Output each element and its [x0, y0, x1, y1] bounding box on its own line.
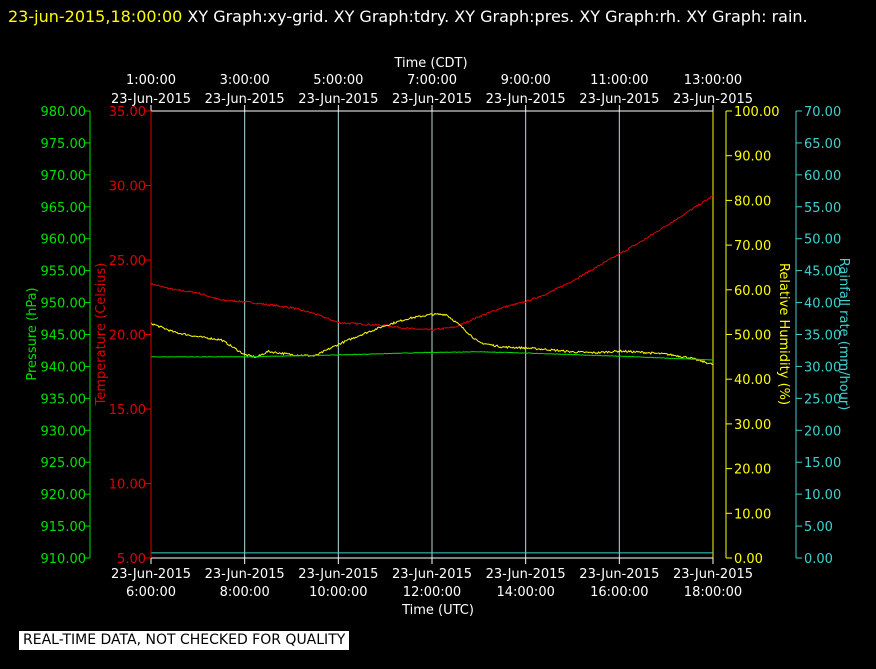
top-tick-time: 11:00:00: [590, 73, 648, 88]
rain-tick-label: 0.00: [804, 552, 833, 567]
bottom-tick-time: 6:00:00: [126, 585, 176, 600]
humidity-tick-label: 90.00: [734, 150, 771, 165]
rain-tick-label: 50.00: [804, 233, 841, 248]
top-tick-time: 7:00:00: [407, 73, 457, 88]
top-tick-date: 23-Jun-2015: [392, 92, 472, 107]
grid-lines: [244, 111, 620, 558]
top-tick-time: 3:00:00: [220, 73, 270, 88]
humidity-axis-label: Relative Humidity (%): [776, 263, 791, 405]
bottom-tick-date: 23-Jun-2015: [579, 567, 659, 582]
rain-tick-label: 10.00: [804, 488, 841, 503]
pressure-tick-label: 920.00: [41, 488, 87, 503]
pressure-tick-label: 940.00: [41, 360, 87, 375]
humidity-tick-label: 40.00: [734, 373, 771, 388]
graph-title-line: 23-jun-2015,18:00:00 XY Graph:xy-grid. X…: [8, 2, 868, 32]
x-top-axis-label: Time (CDT): [393, 56, 467, 71]
timestamp: 23-jun-2015,18:00:00: [8, 7, 183, 26]
pressure-tick-label: 980.00: [41, 105, 87, 120]
pressure-axis-label: Pressure (hPa): [25, 287, 40, 380]
top-tick-date: 23-Jun-2015: [579, 92, 659, 107]
temperature-tick-label: 15.00: [109, 403, 146, 418]
bottom-tick-date: 23-Jun-2015: [392, 567, 472, 582]
rain-tick-label: 40.00: [804, 297, 841, 312]
bottom-tick-time: 12:00:00: [403, 585, 461, 600]
pressure-tick-label: 960.00: [41, 233, 87, 248]
axes: 1:00:00 23-Jun-2015 3:00:00 23-Jun-2015 5:00…: [41, 73, 842, 600]
top-tick-date: 23-Jun-2015: [111, 92, 191, 107]
rain-tick-label: 60.00: [804, 169, 841, 184]
rain-axis-label: Rainfall rate (mm/hour): [836, 258, 851, 411]
bottom-tick-date: 23-Jun-2015: [486, 567, 566, 582]
bottom-tick-time: 18:00:00: [684, 585, 742, 600]
temperature-tick-label: 25.00: [109, 254, 146, 269]
humidity-tick-label: 10.00: [734, 507, 771, 522]
top-tick-time: 1:00:00: [126, 73, 176, 88]
tdry-series-line: [150, 195, 714, 332]
bottom-tick-time: 16:00:00: [590, 585, 648, 600]
pres-series-line: [150, 351, 714, 361]
humidity-tick-label: 100.00: [734, 105, 780, 120]
rain-tick-label: 30.00: [804, 360, 841, 375]
rain-tick-label: 20.00: [804, 424, 841, 439]
top-tick-date: 23-Jun-2015: [486, 92, 566, 107]
rain-tick-label: 45.00: [804, 265, 841, 280]
pressure-tick-label: 950.00: [41, 297, 87, 312]
data-series: [150, 195, 714, 554]
humidity-tick-label: 0.00: [734, 552, 763, 567]
bottom-tick-time: 8:00:00: [220, 585, 270, 600]
bottom-tick-date: 23-Jun-2015: [205, 567, 285, 582]
rain-tick-label: 15.00: [804, 456, 841, 471]
pressure-tick-label: 930.00: [41, 424, 87, 439]
top-tick-time: 13:00:00: [684, 73, 742, 88]
bottom-tick-date: 23-Jun-2015: [673, 567, 753, 582]
rain-tick-label: 35.00: [804, 329, 841, 344]
temperature-axis-label: Temperature (Celsius): [94, 263, 109, 407]
temperature-tick-label: 30.00: [109, 180, 146, 195]
bottom-tick-date: 23-Jun-2015: [111, 567, 191, 582]
rain-tick-label: 65.00: [804, 137, 841, 152]
pressure-tick-label: 935.00: [41, 392, 87, 407]
bottom-tick-time: 10:00:00: [309, 585, 367, 600]
pressure-tick-label: 915.00: [41, 520, 87, 535]
top-tick-date: 23-Jun-2015: [298, 92, 378, 107]
bottom-tick-date: 23-Jun-2015: [298, 567, 378, 582]
rh-series-line: [150, 312, 714, 365]
x-bottom-axis-label: Time (UTC): [401, 603, 474, 618]
pressure-tick-label: 945.00: [41, 329, 87, 344]
temperature-tick-label: 10.00: [109, 478, 146, 493]
humidity-tick-label: 30.00: [734, 418, 771, 433]
quality-badge: REAL-TIME DATA, NOT CHECKED FOR QUALITY: [19, 631, 350, 650]
temperature-tick-label: 5.00: [117, 552, 146, 567]
rain-tick-label: 25.00: [804, 392, 841, 407]
pressure-tick-label: 955.00: [41, 265, 87, 280]
humidity-tick-label: 80.00: [734, 194, 771, 209]
rain-tick-label: 5.00: [804, 520, 833, 535]
top-tick-date: 23-Jun-2015: [673, 92, 753, 107]
top-tick-time: 5:00:00: [313, 73, 363, 88]
pressure-tick-label: 970.00: [41, 169, 87, 184]
bottom-tick-time: 14:00:00: [496, 585, 554, 600]
pressure-tick-label: 925.00: [41, 456, 87, 471]
humidity-tick-label: 60.00: [734, 284, 771, 299]
rain-tick-label: 55.00: [804, 201, 841, 216]
humidity-tick-label: 20.00: [734, 463, 771, 478]
temperature-tick-label: 20.00: [109, 329, 146, 344]
top-tick-date: 23-Jun-2015: [205, 92, 285, 107]
humidity-tick-label: 70.00: [734, 239, 771, 254]
pressure-tick-label: 965.00: [41, 201, 87, 216]
rain-tick-label: 70.00: [804, 105, 841, 120]
pressure-tick-label: 975.00: [41, 137, 87, 152]
graph-list: XY Graph:xy-grid. XY Graph:tdry. XY Grap…: [182, 7, 808, 26]
humidity-tick-label: 50.00: [734, 329, 771, 344]
pressure-tick-label: 910.00: [41, 552, 87, 567]
top-tick-time: 9:00:00: [501, 73, 551, 88]
temperature-tick-label: 35.00: [109, 105, 146, 120]
